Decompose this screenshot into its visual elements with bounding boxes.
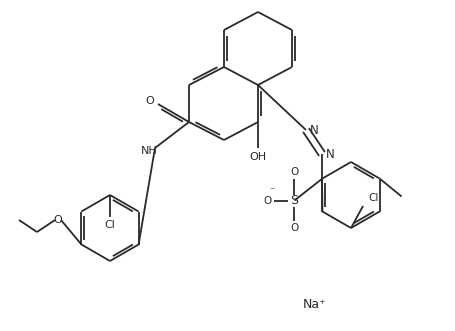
Text: Cl: Cl [104,220,115,230]
Text: S: S [290,194,298,207]
Text: OH: OH [249,152,266,162]
Text: O: O [290,166,298,176]
Text: Cl: Cl [367,193,378,203]
Text: O: O [290,222,298,232]
Text: Na⁺: Na⁺ [303,299,326,311]
Text: ⁻: ⁻ [269,186,274,197]
Text: O: O [263,196,271,206]
Text: N: N [309,123,318,136]
Text: O: O [145,96,154,106]
Text: N: N [325,148,334,161]
Text: NH: NH [140,146,157,156]
Text: O: O [54,215,62,225]
